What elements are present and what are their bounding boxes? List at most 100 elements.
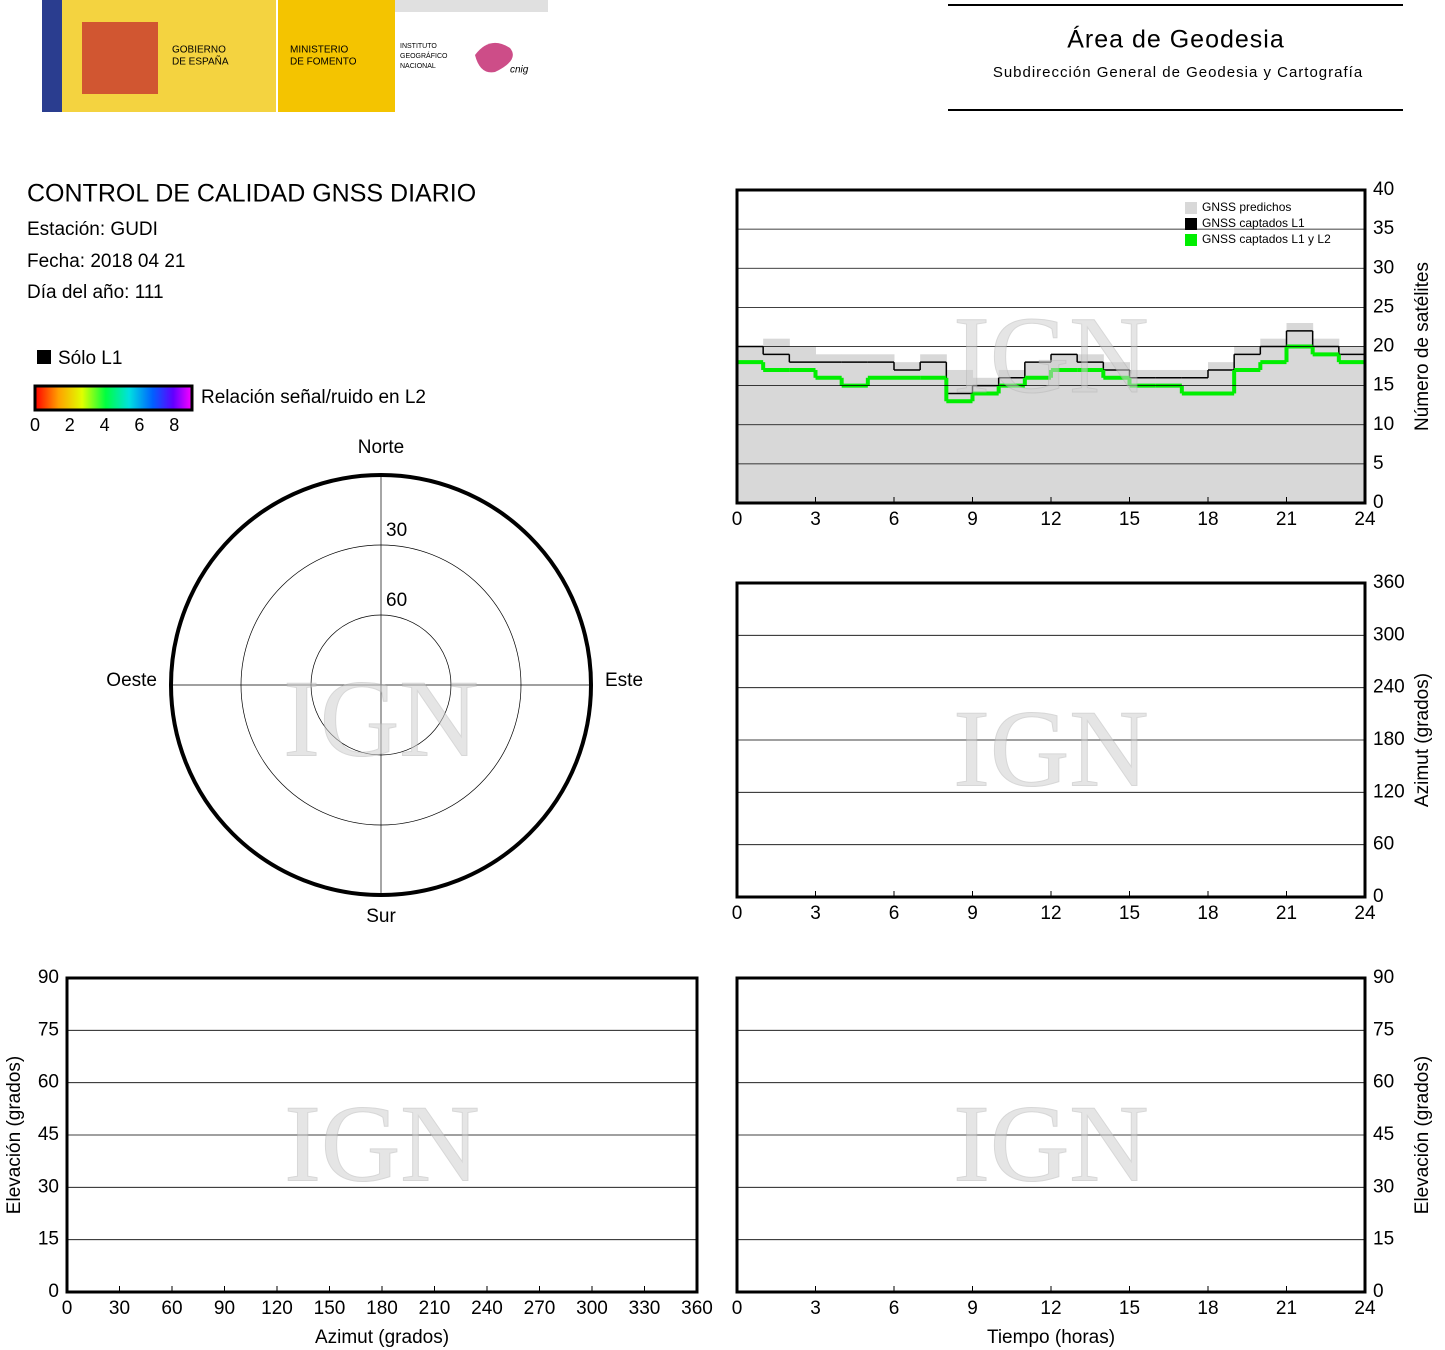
colorbar-tick-label: 4: [100, 415, 110, 435]
y-tick-label: 40: [1373, 179, 1394, 200]
y-axis-label: Azimut (grados): [1412, 673, 1433, 807]
legend-swatch: [1185, 218, 1197, 230]
predicted-bar: [894, 362, 921, 503]
logo-text: cnig: [510, 65, 529, 76]
horizon: [169, 473, 593, 897]
y-tick-label: 0: [1373, 492, 1384, 513]
x-tick-label: 18: [1197, 1298, 1218, 1319]
x-tick-label: 180: [366, 1298, 398, 1319]
x-tick-label: 270: [524, 1298, 556, 1319]
y-tick-label: 15: [38, 1229, 59, 1250]
predicted-bar: [1051, 354, 1078, 503]
x-tick-label: 3: [810, 903, 821, 924]
date: Fecha: 2018 04 21: [27, 251, 185, 272]
legend-label: GNSS captados L1 y L2: [1202, 232, 1331, 246]
y-tick-label: 25: [1373, 296, 1394, 317]
colorbar-tick-label: 0: [30, 415, 40, 435]
y-tick-label: 0: [1373, 886, 1384, 907]
y-tick-label: 90: [1373, 967, 1394, 988]
x-tick-label: 12: [1040, 1298, 1061, 1319]
x-tick-label: 6: [889, 903, 900, 924]
y-axis-label: Elevación (grados): [1412, 1056, 1433, 1214]
x-tick-label: 12: [1040, 903, 1061, 924]
x-tick-label: 0: [732, 1298, 743, 1319]
y-tick-label: 60: [1373, 1072, 1394, 1093]
watermark: IGN: [953, 294, 1149, 416]
predicted-bar: [1181, 369, 1209, 503]
x-tick-label: 21: [1276, 903, 1297, 924]
x-tick-label: 9: [967, 1298, 978, 1319]
y-axis-label: Número de satélites: [1412, 262, 1433, 431]
y-tick-label: 360: [1373, 572, 1405, 593]
logo-text: DE ESPAÑA: [172, 55, 229, 68]
y-tick-label: 60: [1373, 834, 1394, 855]
day-of-year: Día del año: 111: [27, 282, 164, 303]
logo-text: INSTITUTO: [400, 43, 437, 50]
x-tick-label: 360: [681, 1298, 713, 1319]
predicted-bar: [1208, 362, 1235, 503]
x-tick-label: 6: [889, 509, 900, 530]
report-title: CONTROL DE CALIDAD GNSS DIARIO: [27, 180, 476, 208]
y-tick-label: 20: [1373, 336, 1394, 357]
logo-text: GEOGRÁFICO: [400, 51, 448, 60]
legend-swatch: [1185, 202, 1197, 214]
x-tick-label: 24: [1354, 509, 1376, 530]
ring-label: 60: [386, 590, 407, 611]
x-axis-label: Azimut (grados): [315, 1327, 449, 1348]
x-tick-label: 15: [1119, 903, 1140, 924]
plot-frame: [735, 581, 1367, 899]
x-tick-label: 30: [109, 1298, 130, 1319]
legend-label: GNSS captados L1: [1202, 216, 1305, 230]
x-tick-label: 21: [1276, 1298, 1297, 1319]
x-tick-label: 60: [161, 1298, 182, 1319]
x-tick-label: 15: [1119, 1298, 1140, 1319]
predicted-bar: [1260, 338, 1287, 503]
x-tick-label: 0: [732, 509, 743, 530]
predicted-bar: [763, 338, 790, 503]
elevation-ring: [310, 614, 452, 756]
elevation-ring: [240, 544, 522, 826]
dir-east: Este: [605, 670, 643, 691]
y-tick-label: 0: [48, 1281, 59, 1302]
chart: 0 15 30 45 60 75 90 0 3 6 9 12 15 18 21 24 IGN Elevación …: [732, 967, 1433, 1348]
x-tick-label: 18: [1197, 903, 1218, 924]
watermark: IGN: [284, 1082, 480, 1204]
predicted-bar: [1129, 369, 1157, 503]
x-tick-label: 9: [967, 903, 978, 924]
x-tick-label: 9: [967, 509, 978, 530]
plot-frame: [735, 976, 1367, 1294]
x-tick-label: 90: [214, 1298, 235, 1319]
y-tick-label: 15: [1373, 375, 1394, 396]
predicted-bar: [1077, 354, 1104, 503]
logo-block: GOBIERNO DE ESPAÑA MINISTERIO DE FOMENTO…: [42, 0, 548, 112]
y-tick-label: 300: [1373, 624, 1405, 645]
y-tick-label: 45: [38, 1124, 59, 1145]
watermark: IGN: [283, 657, 479, 779]
chart: 0 15 30 45 60 75 90 0 30 60 90 120 150 180 210 240 270 30…: [4, 967, 713, 1348]
y-tick-label: 120: [1373, 781, 1405, 802]
legend-swatch: [1185, 234, 1197, 246]
x-tick-label: 150: [314, 1298, 346, 1319]
area-title: Área de Geodesia: [1067, 25, 1285, 54]
x-tick-label: 300: [576, 1298, 608, 1319]
colorbar-tick-label: 6: [134, 415, 144, 435]
x-tick-label: 18: [1197, 509, 1218, 530]
station: Estación: GUDI: [27, 219, 158, 240]
predicted-bar: [972, 377, 1000, 503]
logo-text: MINISTERIO: [290, 45, 349, 56]
chart: 0 60 120 180 240 300 360 0 3 6 9 12 15 18 21 24 IGN Azimu…: [732, 572, 1433, 924]
x-tick-label: 3: [810, 509, 821, 530]
y-tick-label: 180: [1373, 729, 1405, 750]
plot-frame: [65, 976, 699, 1294]
predicted-bar: [841, 354, 869, 503]
x-tick-label: 120: [261, 1298, 293, 1319]
colorbar-tick-label: 8: [169, 415, 179, 435]
y-tick-label: 0: [1373, 1281, 1384, 1302]
y-tick-label: 30: [1373, 1176, 1394, 1197]
x-tick-label: 21: [1276, 509, 1297, 530]
logo-text: NACIONAL: [400, 63, 436, 70]
y-tick-label: 90: [38, 967, 59, 988]
chart: 0 5 10 15 20 25 30 35 40 0 3 6 9 12 15 18 21 24 IGN Número …: [732, 179, 1433, 530]
